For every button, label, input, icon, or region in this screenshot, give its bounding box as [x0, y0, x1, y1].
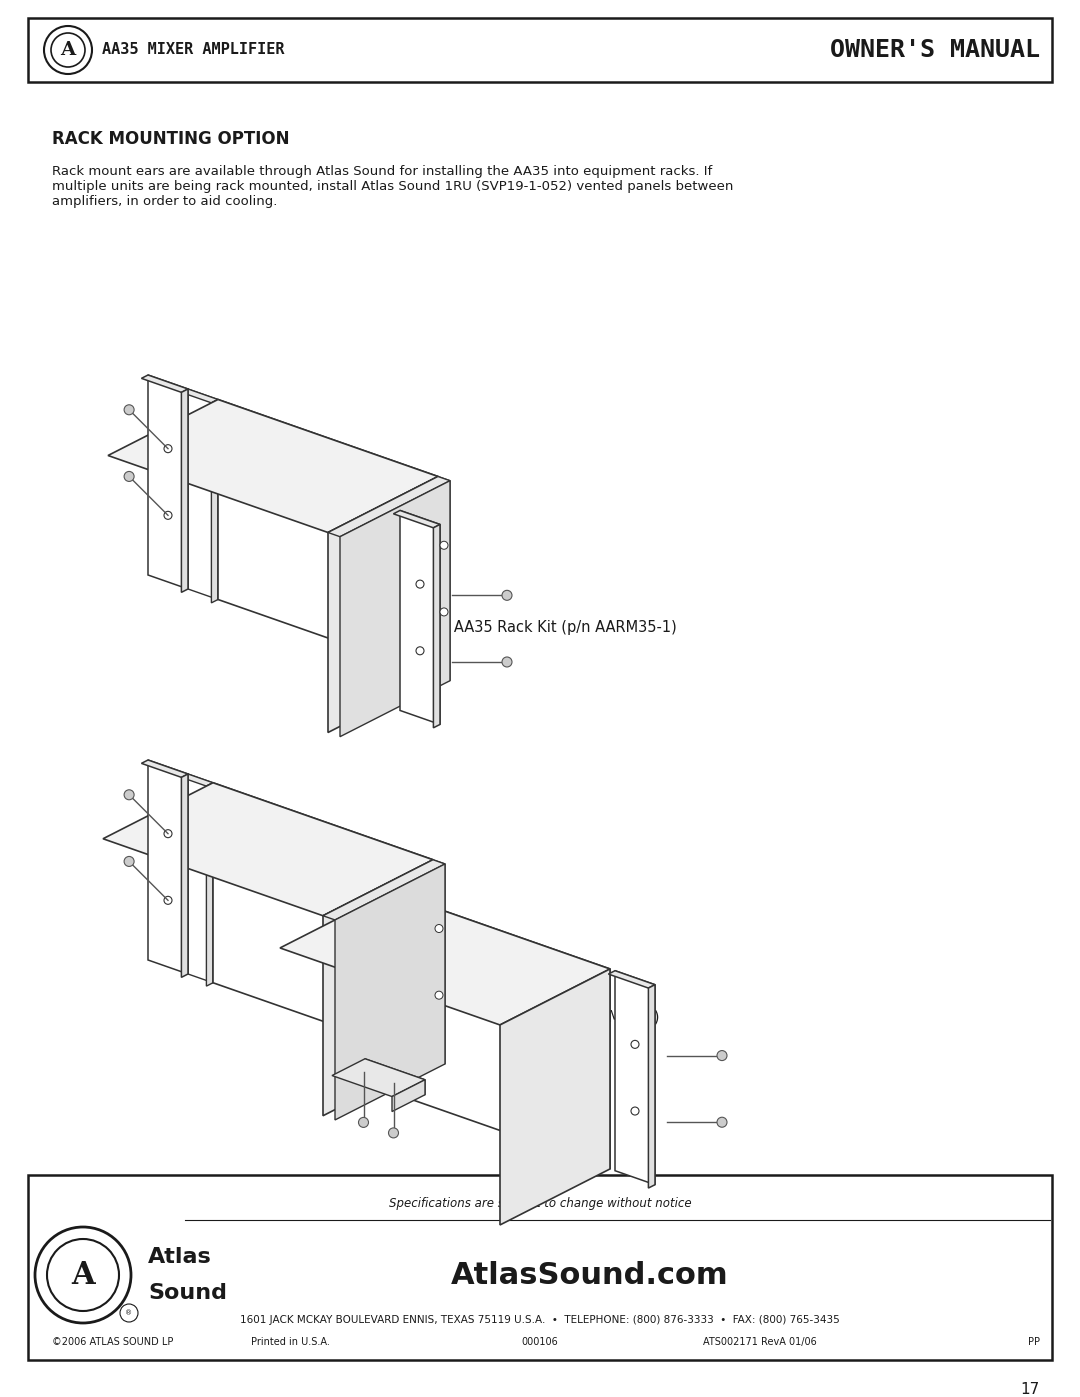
Polygon shape — [500, 970, 610, 1225]
Circle shape — [359, 1118, 368, 1127]
Text: 17: 17 — [1021, 1382, 1040, 1397]
Circle shape — [164, 444, 172, 453]
Polygon shape — [188, 388, 218, 599]
Circle shape — [440, 541, 448, 549]
Text: AA35 MIXER AMPLIFIER: AA35 MIXER AMPLIFIER — [102, 42, 284, 57]
Circle shape — [416, 647, 424, 655]
Polygon shape — [108, 400, 438, 532]
Polygon shape — [323, 859, 445, 921]
Circle shape — [124, 405, 134, 415]
Circle shape — [416, 580, 424, 588]
Polygon shape — [328, 476, 438, 732]
Text: Atlas: Atlas — [148, 1248, 212, 1267]
Polygon shape — [335, 863, 445, 1120]
Polygon shape — [433, 859, 445, 1065]
Text: Printed in U.S.A.: Printed in U.S.A. — [251, 1337, 329, 1347]
Circle shape — [631, 1041, 639, 1048]
Circle shape — [124, 856, 134, 866]
Polygon shape — [438, 476, 450, 680]
Polygon shape — [365, 1059, 426, 1095]
Circle shape — [717, 1118, 727, 1127]
Polygon shape — [206, 782, 213, 986]
Polygon shape — [28, 18, 1052, 82]
Text: PP: PP — [1028, 1337, 1040, 1347]
Text: ATS002171 RevA 01/06: ATS002171 RevA 01/06 — [703, 1337, 816, 1347]
Circle shape — [631, 1106, 639, 1115]
Circle shape — [164, 511, 172, 520]
Polygon shape — [328, 476, 450, 536]
Circle shape — [389, 1127, 399, 1139]
Text: RACK MOUNTING OPTION: RACK MOUNTING OPTION — [52, 130, 289, 148]
Text: Double AA35 Rack Kit (p/n AARM35-2): Double AA35 Rack Kit (p/n AARM35-2) — [380, 1010, 660, 1025]
Circle shape — [124, 471, 134, 482]
Text: ®: ® — [125, 1310, 133, 1316]
Circle shape — [717, 1051, 727, 1060]
Polygon shape — [148, 760, 188, 974]
Polygon shape — [433, 524, 440, 728]
Text: A: A — [60, 41, 76, 59]
Polygon shape — [392, 1080, 426, 1112]
Polygon shape — [212, 400, 218, 604]
Circle shape — [51, 34, 85, 67]
Circle shape — [44, 27, 92, 74]
Text: Specifications are subject to change without notice: Specifications are subject to change wit… — [389, 1197, 691, 1210]
Polygon shape — [400, 510, 440, 725]
Polygon shape — [390, 891, 610, 1169]
Text: OWNER'S MANUAL: OWNER'S MANUAL — [831, 38, 1040, 61]
Polygon shape — [340, 481, 450, 736]
Polygon shape — [280, 891, 610, 1025]
Polygon shape — [181, 774, 188, 978]
Text: A: A — [71, 1260, 95, 1291]
Polygon shape — [213, 782, 433, 1060]
Circle shape — [124, 789, 134, 799]
Circle shape — [435, 992, 443, 999]
Polygon shape — [332, 1059, 426, 1097]
Circle shape — [502, 591, 512, 601]
Polygon shape — [648, 985, 654, 1187]
Polygon shape — [393, 510, 440, 528]
Polygon shape — [608, 971, 654, 988]
Polygon shape — [218, 400, 438, 676]
Circle shape — [35, 1227, 131, 1323]
Text: 1601 JACK MCKAY BOULEVARD ENNIS, TEXAS 75119 U.S.A.  •  TELEPHONE: (800) 876-333: 1601 JACK MCKAY BOULEVARD ENNIS, TEXAS 7… — [240, 1315, 840, 1324]
Text: ©2006 ATLAS SOUND LP: ©2006 ATLAS SOUND LP — [52, 1337, 174, 1347]
Text: 000106: 000106 — [522, 1337, 558, 1347]
Polygon shape — [181, 388, 188, 592]
Text: Single AA35 Rack Kit (p/n AARM35-1): Single AA35 Rack Kit (p/n AARM35-1) — [404, 620, 676, 636]
Polygon shape — [615, 971, 654, 1185]
Text: Rack mount ears are available through Atlas Sound for installing the AA35 into e: Rack mount ears are available through At… — [52, 165, 733, 208]
Circle shape — [48, 1239, 119, 1310]
Text: AtlasSound.com: AtlasSound.com — [451, 1260, 729, 1289]
Polygon shape — [181, 388, 218, 402]
Polygon shape — [28, 1175, 1052, 1361]
Polygon shape — [141, 760, 188, 777]
Circle shape — [164, 897, 172, 904]
Circle shape — [502, 657, 512, 666]
Circle shape — [120, 1303, 138, 1322]
Polygon shape — [181, 774, 213, 787]
Polygon shape — [103, 782, 433, 916]
Polygon shape — [141, 374, 188, 393]
Circle shape — [164, 830, 172, 838]
Circle shape — [440, 608, 448, 616]
Polygon shape — [148, 374, 188, 590]
Polygon shape — [323, 859, 433, 1116]
Circle shape — [435, 925, 443, 933]
Polygon shape — [188, 774, 213, 982]
Text: Sound: Sound — [148, 1282, 227, 1303]
